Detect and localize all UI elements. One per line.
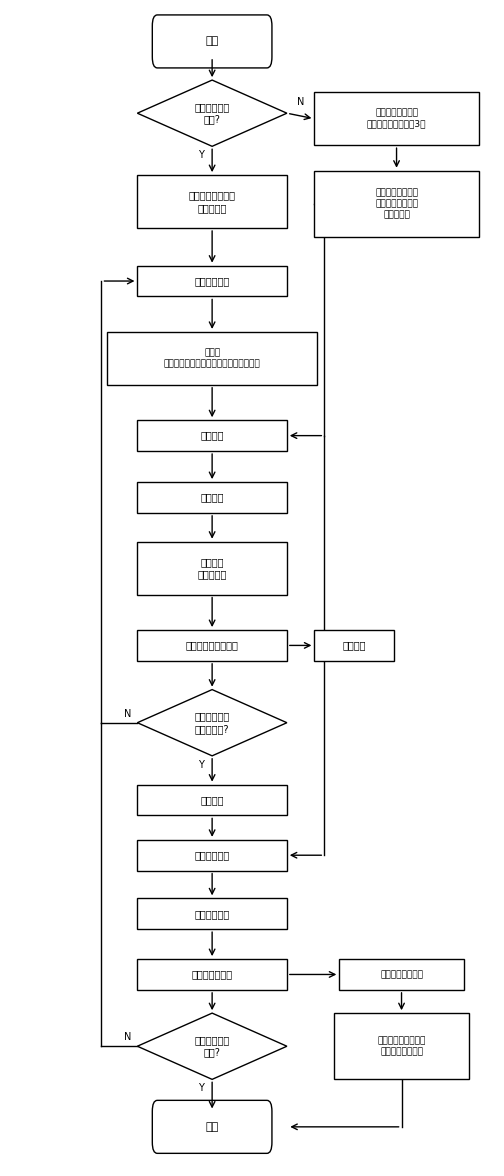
Text: 结束: 结束	[206, 1122, 219, 1131]
FancyBboxPatch shape	[107, 332, 317, 385]
Text: N: N	[123, 709, 131, 719]
Text: 视频帧处理结
束否?: 视频帧处理结 束否?	[195, 1035, 230, 1057]
Text: 内窥镜校正函数及
像素坐标到世界坐
标的标定值: 内窥镜校正函数及 像素坐标到世界坐 标的标定值	[375, 188, 418, 220]
Text: 颗粒跟踪: 颗粒跟踪	[201, 795, 224, 806]
FancyBboxPatch shape	[339, 958, 464, 990]
Text: 图像校正: 图像校正	[201, 430, 224, 441]
Text: 读取单帧图像: 读取单帧图像	[195, 276, 230, 286]
Text: 速度、浓度保存: 速度、浓度保存	[192, 969, 233, 980]
Text: 信息保存: 信息保存	[342, 641, 366, 650]
Text: 得到连续三帧
图像信息否?: 得到连续三帧 图像信息否?	[195, 711, 230, 734]
FancyBboxPatch shape	[314, 630, 394, 661]
Text: 点阵样板已处
理否?: 点阵样板已处 理否?	[195, 102, 230, 125]
FancyBboxPatch shape	[334, 1013, 469, 1080]
Text: Y: Y	[198, 151, 204, 160]
Text: Y: Y	[198, 1083, 204, 1094]
FancyBboxPatch shape	[138, 840, 287, 870]
FancyBboxPatch shape	[314, 92, 479, 145]
FancyBboxPatch shape	[138, 630, 287, 661]
FancyBboxPatch shape	[314, 171, 479, 236]
Text: 计算颗粒速度: 计算颗粒速度	[195, 850, 230, 860]
Text: N: N	[297, 98, 304, 107]
Polygon shape	[138, 1013, 287, 1080]
Text: N: N	[123, 1033, 131, 1042]
Polygon shape	[138, 689, 287, 756]
FancyBboxPatch shape	[138, 420, 287, 452]
Text: 预处理
（灰度化、截取感兴趣区域、中值滤波）: 预处理 （灰度化、截取感兴趣区域、中值滤波）	[164, 348, 261, 368]
FancyBboxPatch shape	[138, 898, 287, 929]
FancyBboxPatch shape	[138, 542, 287, 595]
FancyBboxPatch shape	[138, 482, 287, 513]
Text: 局部增强: 局部增强	[201, 493, 224, 502]
FancyBboxPatch shape	[152, 15, 272, 68]
Text: 点阵样板处理程序
（详细实现过程见图3）: 点阵样板处理程序 （详细实现过程见图3）	[367, 108, 426, 128]
Text: 读入固定时间的颗
粒运动视频: 读入固定时间的颗 粒运动视频	[188, 191, 236, 213]
Polygon shape	[138, 80, 287, 146]
FancyBboxPatch shape	[138, 958, 287, 990]
Text: 计算颗粒浓度: 计算颗粒浓度	[195, 909, 230, 918]
FancyBboxPatch shape	[152, 1101, 272, 1154]
Text: Y: Y	[198, 760, 204, 769]
Text: 启动: 启动	[206, 36, 219, 46]
Text: 数拟法得出速度和浓
度的空间分布模体: 数拟法得出速度和浓 度的空间分布模体	[377, 1036, 426, 1056]
Text: 读取速度、浓度值: 读取速度、浓度值	[380, 970, 423, 978]
Text: 提取颗粒坐标和数量: 提取颗粒坐标和数量	[185, 641, 238, 650]
FancyBboxPatch shape	[138, 266, 287, 296]
FancyBboxPatch shape	[138, 784, 287, 815]
FancyBboxPatch shape	[138, 175, 287, 228]
Text: 图像分割
（二值化）: 图像分割 （二值化）	[198, 557, 227, 580]
